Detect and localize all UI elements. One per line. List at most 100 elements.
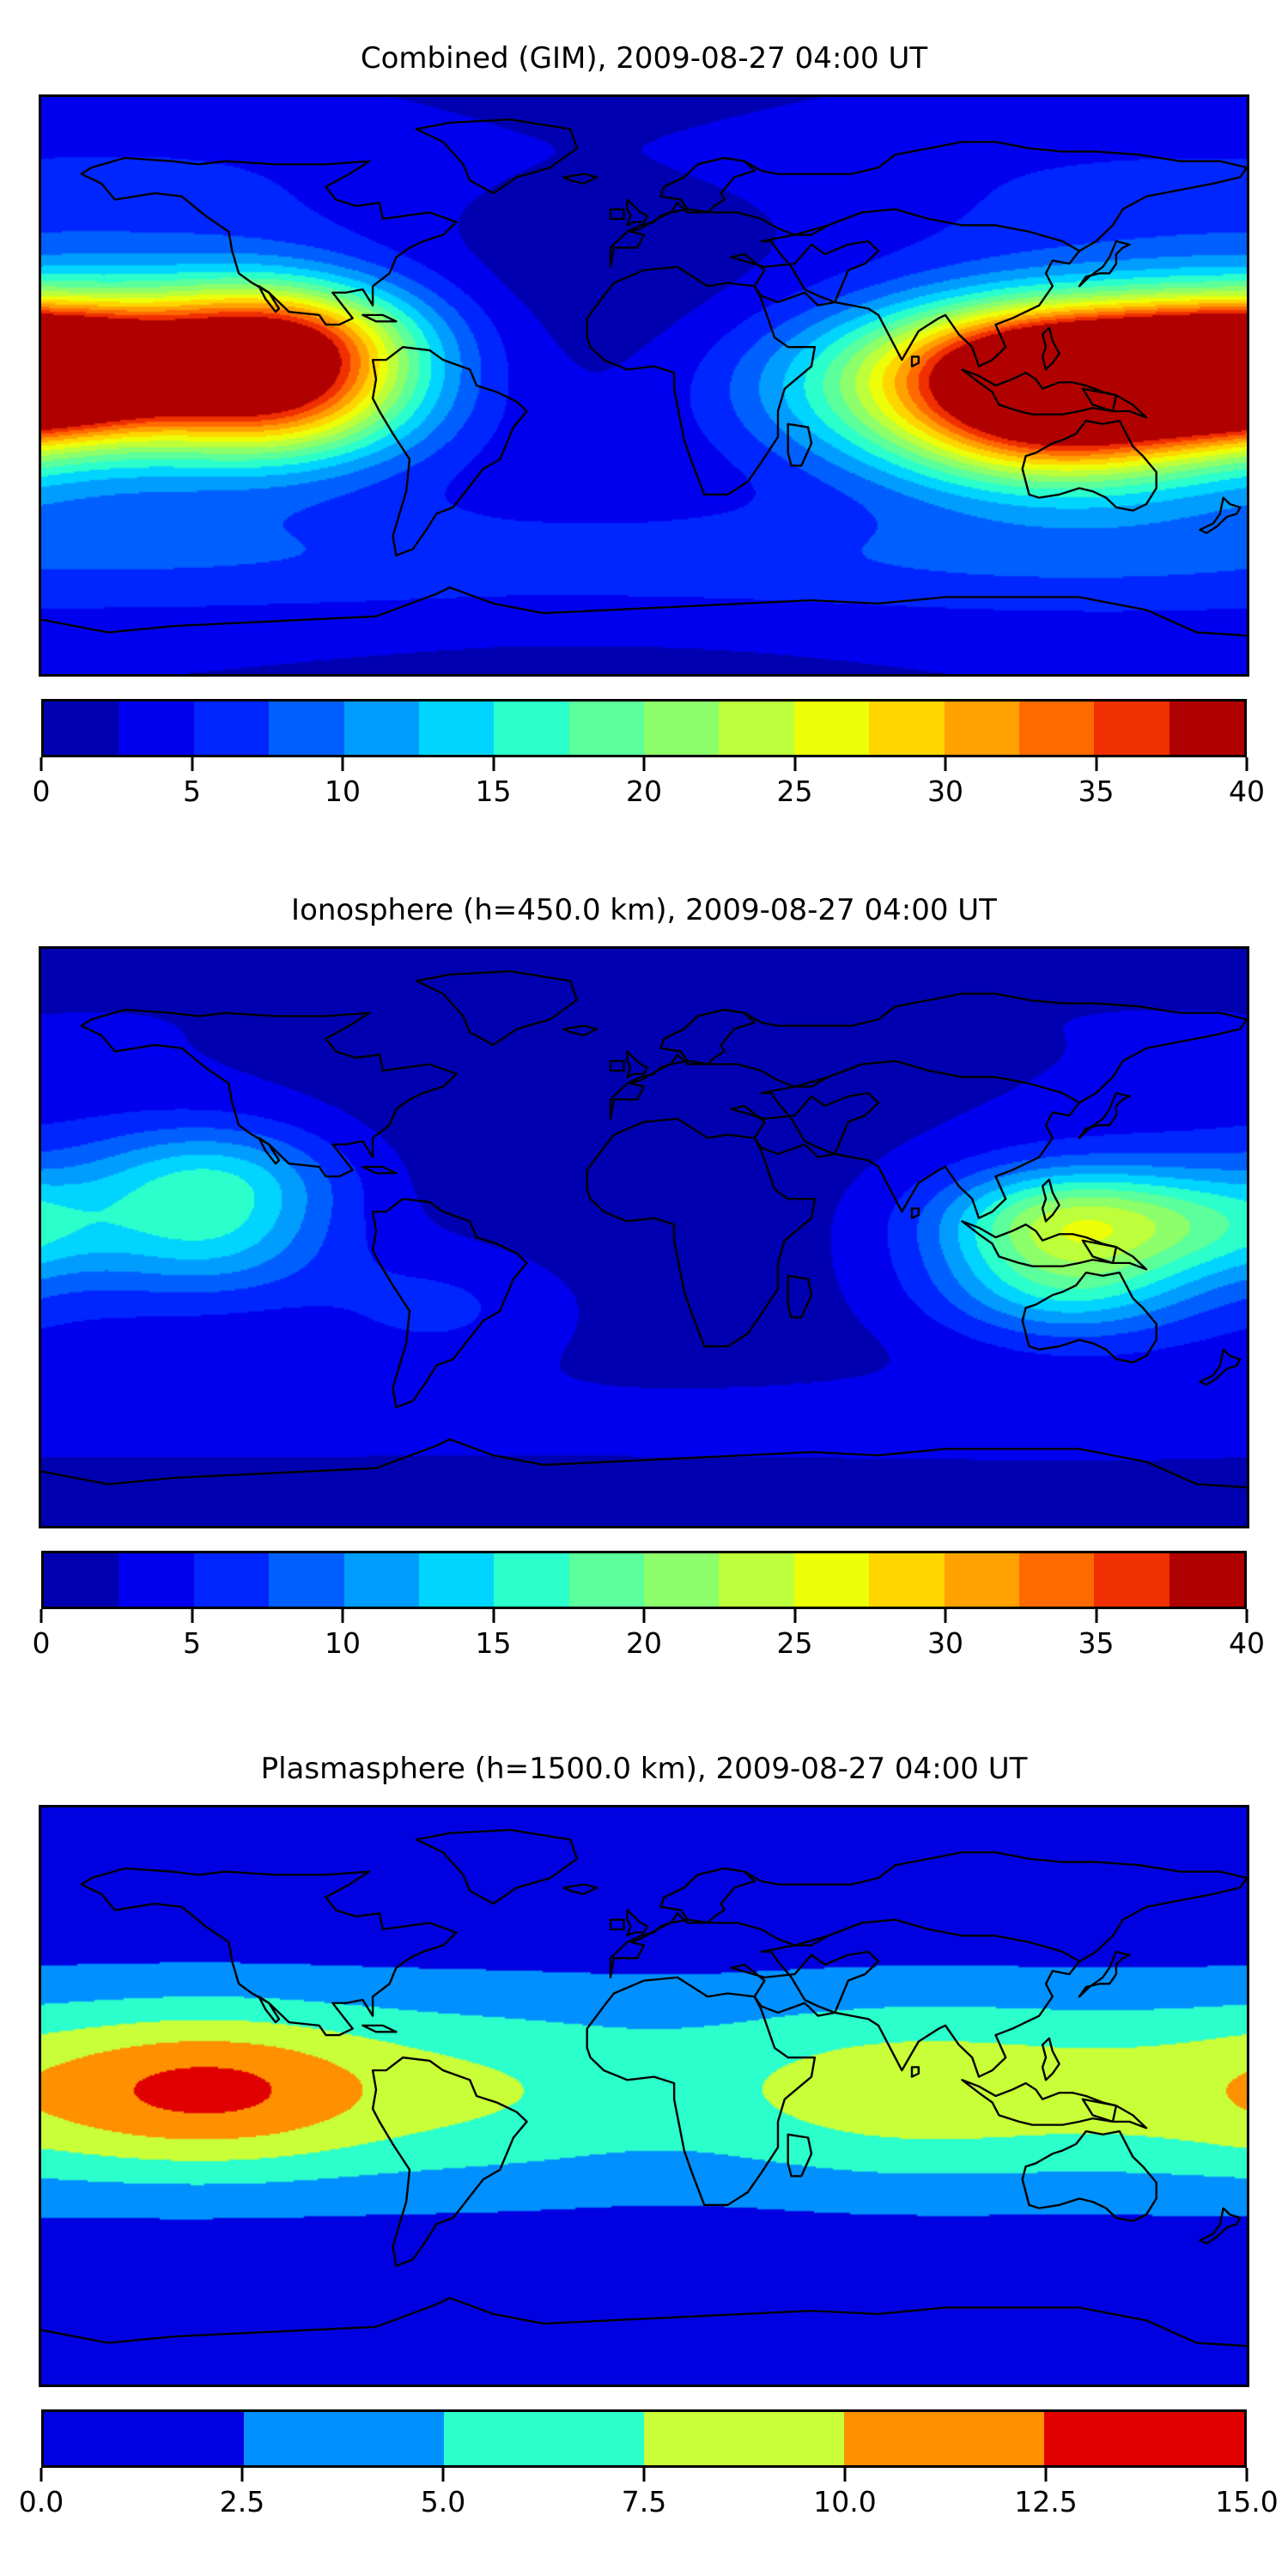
colorbar-tick-label: 5.0	[420, 2485, 466, 2518]
map-combined	[39, 94, 1249, 677]
colorbar-segment	[644, 1553, 720, 1607]
colorbar-tick	[642, 757, 646, 771]
colorbar-segment	[193, 702, 270, 755]
colorbar-segment	[44, 1553, 119, 1607]
colorbar-tick	[492, 1609, 495, 1623]
colorbar-tick-label: 10	[325, 775, 361, 808]
map-raster-combined	[41, 97, 1247, 674]
panel-title-combined: Combined (GIM), 2009-08-27 04:00 UT	[360, 41, 928, 76]
colorbar-tick	[642, 1609, 646, 1623]
colorbar-tick-label: 5	[183, 1626, 201, 1660]
colorbar-tick	[793, 1609, 796, 1623]
map-plasmasphere	[39, 1805, 1249, 2387]
colorbar-tick	[1095, 1609, 1097, 1623]
colorbar-segment	[1018, 1553, 1095, 1607]
colorbar-segment	[719, 1553, 794, 1607]
colorbar-segment	[719, 702, 794, 755]
colorbar-strip-plasmasphere	[41, 2409, 1247, 2468]
colorbar-segment	[44, 2412, 244, 2465]
colorbar-segment	[44, 702, 119, 755]
colorbar-segment	[118, 702, 194, 755]
colorbar-segment	[869, 1553, 945, 1607]
colorbar-ionosphere: 0 5 10 15 20 25 30 35 40	[33, 1551, 1266, 1662]
colorbar-tick-label: 15	[475, 775, 512, 808]
colorbar-tick	[191, 1609, 193, 1623]
colorbar-segment	[644, 2412, 844, 2465]
colorbar-tick	[240, 2468, 244, 2482]
colorbar-tick	[1044, 2468, 1048, 2482]
colorbar-tick-label: 0.0	[18, 2485, 64, 2518]
colorbar-tick-label: 30	[927, 1626, 963, 1660]
panel-ionosphere: Ionosphere (h=450.0 km), 2009-08-27 04:0…	[0, 893, 1288, 1662]
colorbar-tick	[341, 757, 344, 771]
colorbar-segment	[418, 1553, 495, 1607]
colorbar-tick	[191, 757, 193, 771]
colorbar-tick-label: 30	[927, 775, 963, 808]
colorbar-tick	[441, 2468, 445, 2482]
colorbar-tick	[642, 2468, 646, 2482]
colorbar-segment	[444, 2412, 644, 2465]
colorbar-tick-label: 40	[1229, 775, 1265, 808]
panel-title-ionosphere: Ionosphere (h=450.0 km), 2009-08-27 04:0…	[291, 893, 997, 927]
colorbar-tick	[944, 1609, 947, 1623]
colorbar-tick	[793, 757, 796, 771]
colorbar-segment	[343, 702, 419, 755]
colorbar-segment	[1169, 702, 1244, 755]
colorbar-tick-label: 35	[1078, 775, 1115, 808]
colorbar-tick-label: 25	[776, 775, 813, 808]
colorbar-tick	[341, 1609, 344, 1623]
colorbar-segment	[944, 1553, 1019, 1607]
colorbar-strip-combined	[41, 699, 1247, 757]
colorbar-ticks-ionosphere	[39, 1609, 1249, 1625]
colorbar-tick	[39, 757, 43, 771]
colorbar-segment	[193, 1553, 270, 1607]
panel-combined: Combined (GIM), 2009-08-27 04:00 UT 0 5 10…	[0, 41, 1288, 811]
colorbar-segment	[1094, 702, 1170, 755]
colorbar-segment	[844, 2412, 1044, 2465]
colorbar-tick	[843, 2468, 847, 2482]
colorbar-plasmasphere: 0.0 2.5 5.0 7.5 10.0 12.5 15.0	[19, 2409, 1279, 2521]
colorbar-segment	[568, 1553, 644, 1607]
map-ionosphere	[39, 946, 1249, 1528]
colorbar-tick	[39, 1609, 43, 1623]
panel-plasmasphere: Plasmasphere (h=1500.0 km), 2009-08-27 0…	[0, 1752, 1288, 2521]
colorbar-tick-label: 7.5	[621, 2485, 667, 2518]
colorbar-labels-ionosphere: 0 5 10 15 20 25 30 35 40	[33, 1625, 1266, 1662]
colorbar-ticks-combined	[39, 757, 1249, 773]
colorbar-tick-label: 15.0	[1215, 2485, 1279, 2518]
colorbar-strip-ionosphere	[41, 1551, 1247, 1609]
colorbar-combined: 0 5 10 15 20 25 30 35 40	[33, 699, 1266, 811]
colorbar-tick	[944, 757, 947, 771]
colorbar-segment	[644, 702, 720, 755]
colorbar-tick-label: 20	[626, 1626, 662, 1660]
colorbar-segment	[568, 702, 644, 755]
colorbar-segment	[1094, 1553, 1170, 1607]
colorbar-segment	[944, 702, 1019, 755]
map-raster-plasmasphere	[41, 1807, 1247, 2385]
colorbar-tick-label: 5	[183, 775, 201, 808]
colorbar-segment	[343, 1553, 419, 1607]
colorbar-tick	[1245, 1609, 1249, 1623]
colorbar-tick	[1095, 757, 1097, 771]
colorbar-tick-label: 40	[1229, 1626, 1265, 1660]
colorbar-segment	[118, 1553, 194, 1607]
colorbar-tick-label: 35	[1078, 1626, 1115, 1660]
colorbar-labels-combined: 0 5 10 15 20 25 30 35 40	[33, 773, 1266, 811]
colorbar-segment	[494, 702, 569, 755]
colorbar-segment	[418, 702, 495, 755]
colorbar-tick-label: 0	[32, 775, 51, 808]
colorbar-tick-label: 0	[32, 1626, 51, 1660]
colorbar-tick	[492, 757, 495, 771]
colorbar-tick-label: 10.0	[813, 2485, 877, 2518]
colorbar-segment	[1044, 2412, 1244, 2465]
colorbar-tick	[1245, 2468, 1249, 2482]
colorbar-segment	[269, 702, 344, 755]
colorbar-segment	[244, 2412, 444, 2465]
colorbar-segment	[793, 702, 870, 755]
colorbar-segment	[1018, 702, 1095, 755]
colorbar-tick	[39, 2468, 43, 2482]
colorbar-labels-plasmasphere: 0.0 2.5 5.0 7.5 10.0 12.5 15.0	[19, 2483, 1279, 2521]
colorbar-tick-label: 20	[626, 775, 662, 808]
colorbar-tick-label: 10	[325, 1626, 361, 1660]
